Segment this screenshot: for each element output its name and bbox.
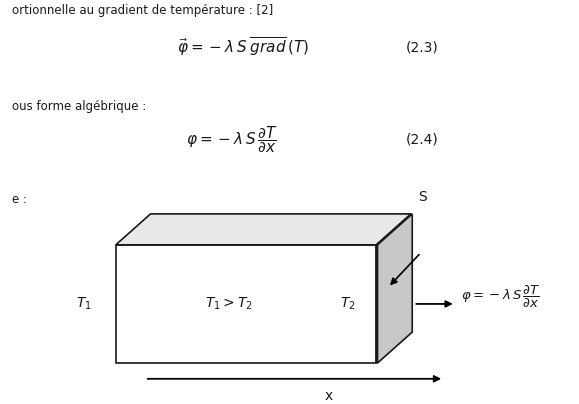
Text: ous forme algébrique :: ous forme algébrique : [12,101,146,114]
Text: (2.3): (2.3) [405,40,438,54]
Text: $\varphi=-\lambda\,S\,\dfrac{\partial T}{\partial x}$: $\varphi=-\lambda\,S\,\dfrac{\partial T}… [186,124,277,155]
Polygon shape [116,214,411,245]
Text: e :: e : [12,193,27,206]
Polygon shape [378,214,412,363]
Text: $T_1 > T_2$: $T_1 > T_2$ [205,296,252,312]
Text: (2.4): (2.4) [405,133,438,147]
Polygon shape [376,214,411,363]
Text: ortionnelle au gradient de température : [2]: ortionnelle au gradient de température :… [12,4,273,17]
Text: $T_1$: $T_1$ [76,296,92,312]
Text: $\varphi=-\lambda\,S\,\dfrac{\partial T}{\partial x}$: $\varphi=-\lambda\,S\,\dfrac{\partial T}… [461,284,541,310]
Text: $T_2$: $T_2$ [339,296,356,312]
Text: x: x [325,389,334,403]
Polygon shape [116,245,376,363]
Text: S: S [418,190,427,204]
Text: $\vec{\varphi}=-\lambda\,S\;\overline{\mathit{grad}}\,(T)$: $\vec{\varphi}=-\lambda\,S\;\overline{\m… [177,36,309,59]
